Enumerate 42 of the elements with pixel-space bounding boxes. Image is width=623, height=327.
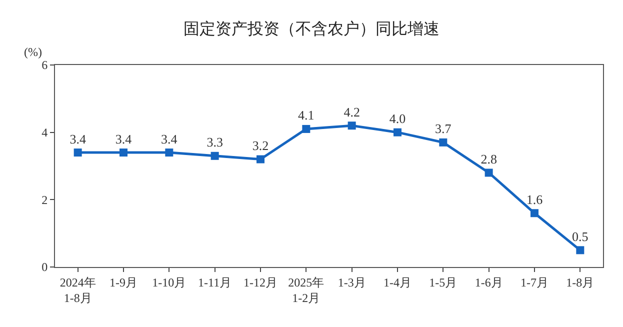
data-label: 1.6 [526, 192, 544, 207]
point [530, 209, 538, 218]
x-tick-label: 1-10月 [152, 275, 186, 290]
x-tick-label: 1-9月 [110, 275, 138, 290]
x-tick-label: 2025年 1-2月 [288, 275, 324, 305]
chart-title: 固定资产投资（不含农户）同比增速 [184, 19, 440, 38]
point [165, 148, 174, 157]
x-tick-label: 1-4月 [384, 275, 412, 290]
point [120, 148, 128, 157]
point [484, 168, 493, 177]
point [302, 124, 310, 133]
point [348, 122, 356, 130]
x-tick-label: 2024年 1-8月 [60, 275, 96, 305]
data-label: 4.0 [389, 111, 406, 126]
y-axis-title: (%) [24, 45, 42, 59]
x-tick-label: 1-8月 [566, 275, 594, 290]
point [439, 138, 448, 146]
x-tick-label: 1-11月 [198, 275, 232, 290]
data-label: 3.7 [435, 121, 452, 136]
x-tick-label: 1-5月 [429, 275, 458, 290]
data-label: 3.4 [161, 131, 178, 146]
data-label: 3.2 [252, 138, 269, 154]
y-tick-label: 2 [42, 192, 48, 207]
data-label: 2.8 [480, 151, 497, 166]
data-label: 3.3 [206, 134, 223, 150]
point [256, 155, 264, 164]
data-label: 4.1 [298, 108, 314, 123]
point [394, 128, 402, 136]
y-tick-label: 4 [42, 126, 48, 140]
x-tick-label: 1-3月 [338, 275, 366, 290]
y-tick-label: 0 [42, 260, 48, 274]
point [576, 246, 584, 254]
data-label: 0.5 [572, 228, 588, 244]
data-label: 3.4 [115, 131, 132, 146]
point [210, 152, 219, 160]
data-label: 3.4 [70, 131, 86, 146]
x-tick-label: 1-6月 [474, 275, 503, 290]
data-label: 4.2 [344, 104, 360, 120]
x-tick-label: 1-7月 [520, 275, 548, 290]
y-tick-label: 6 [42, 58, 48, 72]
x-tick-label: 1-12月 [244, 275, 278, 290]
point [74, 148, 82, 157]
